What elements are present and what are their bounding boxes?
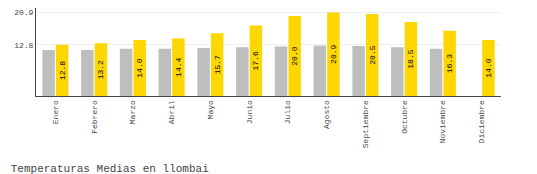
svg-text:18.5: 18.5 — [406, 49, 415, 68]
svg-text:Julio: Julio — [283, 100, 292, 124]
svg-text:16.3: 16.3 — [445, 54, 454, 73]
svg-text:20.5: 20.5 — [368, 45, 377, 64]
svg-text:Marzo: Marzo — [128, 100, 137, 124]
svg-text:14.0: 14.0 — [484, 58, 493, 77]
svg-text:Temperaturas Medias en llombai: Temperaturas Medias en llombai — [11, 163, 209, 174]
svg-text:Mayo: Mayo — [206, 100, 215, 119]
svg-text:14.0: 14.0 — [135, 58, 144, 77]
svg-text:Junio: Junio — [245, 100, 254, 124]
svg-text:12.8: 12.8 — [14, 41, 33, 50]
svg-text:14.4: 14.4 — [174, 57, 183, 76]
svg-text:Octubre: Octubre — [400, 100, 409, 134]
svg-text:Noviembre: Noviembre — [438, 100, 447, 143]
svg-text:Enero: Enero — [51, 100, 60, 124]
svg-text:Abril: Abril — [167, 100, 176, 124]
svg-text:20.0: 20.0 — [290, 46, 299, 65]
svg-text:17.6: 17.6 — [251, 51, 260, 70]
svg-text:Febrero: Febrero — [90, 100, 99, 134]
svg-text:Diciembre: Diciembre — [477, 100, 486, 143]
svg-text:20.9: 20.9 — [14, 8, 33, 17]
svg-text:12.8: 12.8 — [58, 61, 67, 80]
svg-text:20.9: 20.9 — [329, 44, 338, 63]
svg-text:Septiembre: Septiembre — [361, 100, 370, 148]
svg-text:Agosto: Agosto — [322, 100, 331, 129]
svg-text:15.7: 15.7 — [213, 55, 222, 74]
svg-text:13.2: 13.2 — [96, 60, 105, 79]
